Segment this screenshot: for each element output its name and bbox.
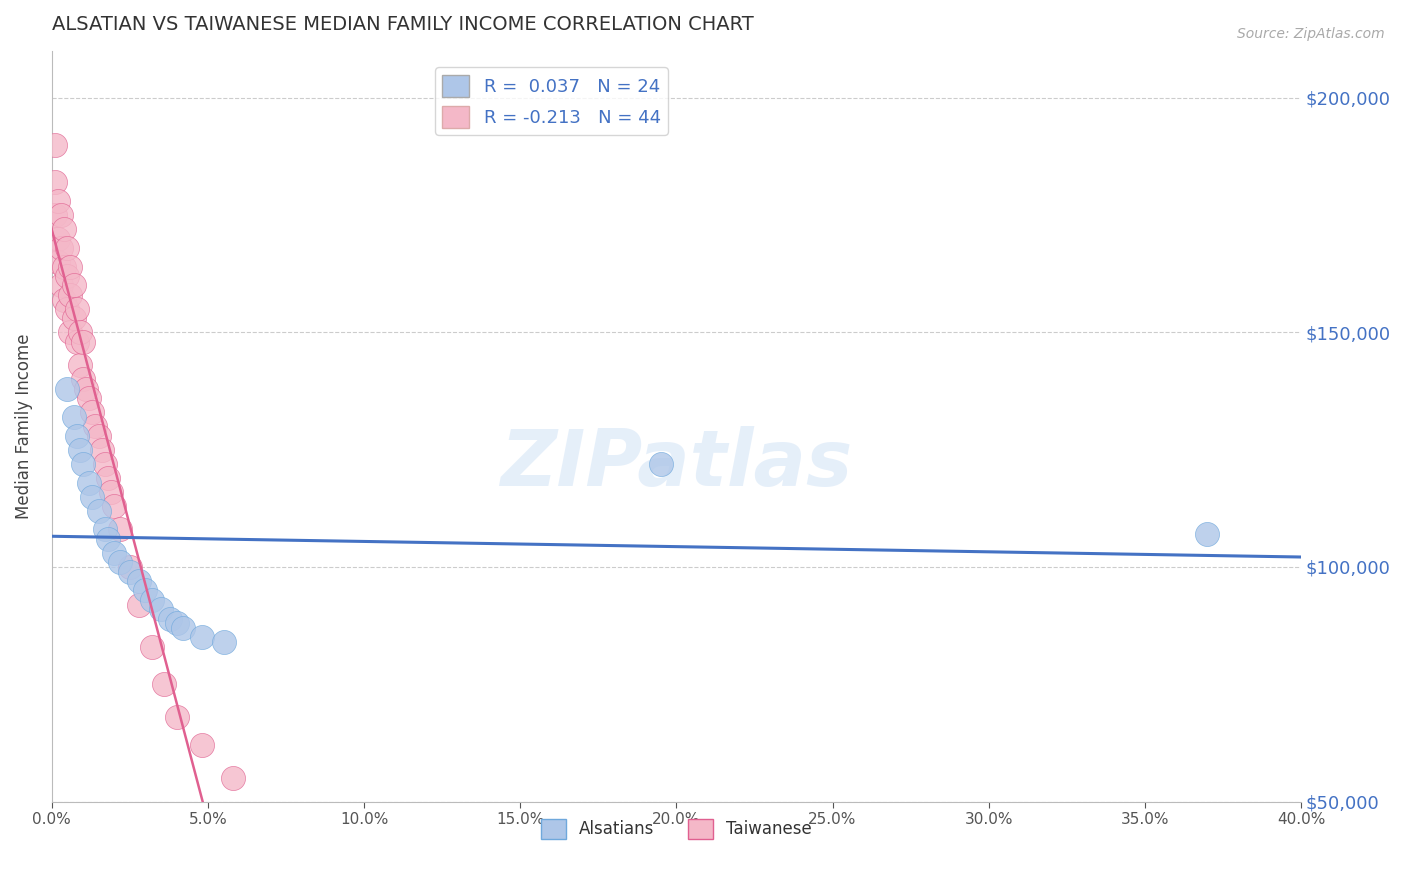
Point: [110, 555, 132, 569]
Point: [172, 621, 194, 635]
Point: [118, 565, 141, 579]
Point: [56, 382, 79, 396]
Point: [72, 334, 94, 349]
Point: [82, 490, 104, 504]
Point: [84, 419, 107, 434]
Point: [59, 260, 82, 274]
Point: [97, 532, 120, 546]
Point: [44, 137, 66, 152]
Point: [103, 499, 125, 513]
Point: [62, 311, 84, 326]
Point: [56, 241, 79, 255]
Point: [72, 372, 94, 386]
Point: [44, 175, 66, 189]
Point: [62, 409, 84, 424]
Point: [56, 268, 79, 283]
Point: [118, 560, 141, 574]
Point: [46, 231, 69, 245]
Point: [49, 278, 72, 293]
Legend: Alsatians, Taiwanese: Alsatians, Taiwanese: [534, 812, 818, 846]
Point: [128, 598, 150, 612]
Text: ALSATIAN VS TAIWANESE MEDIAN FAMILY INCOME CORRELATION CHART: ALSATIAN VS TAIWANESE MEDIAN FAMILY INCO…: [52, 15, 754, 34]
Point: [190, 739, 212, 753]
Point: [53, 293, 76, 307]
Point: [212, 635, 235, 649]
Point: [77, 391, 100, 405]
Point: [53, 222, 76, 236]
Point: [66, 428, 89, 442]
Point: [49, 241, 72, 255]
Text: Source: ZipAtlas.com: Source: ZipAtlas.com: [1237, 27, 1385, 41]
Point: [69, 326, 91, 340]
Point: [159, 611, 181, 625]
Point: [94, 457, 117, 471]
Point: [59, 326, 82, 340]
Point: [49, 208, 72, 222]
Point: [128, 574, 150, 588]
Y-axis label: Median Family Income: Median Family Income: [15, 334, 32, 519]
Point: [44, 208, 66, 222]
Point: [87, 503, 110, 517]
Point: [87, 428, 110, 442]
Point: [110, 523, 132, 537]
Point: [222, 771, 245, 785]
Point: [90, 442, 112, 457]
Point: [650, 457, 672, 471]
Point: [46, 255, 69, 269]
Point: [69, 358, 91, 372]
Point: [100, 484, 122, 499]
Point: [77, 475, 100, 490]
Point: [66, 301, 89, 316]
Point: [69, 442, 91, 457]
Point: [103, 546, 125, 560]
Point: [62, 278, 84, 293]
Point: [150, 602, 173, 616]
Point: [72, 457, 94, 471]
Point: [75, 382, 97, 396]
Point: [153, 677, 176, 691]
Point: [66, 334, 89, 349]
Point: [82, 405, 104, 419]
Point: [1197, 527, 1219, 541]
Point: [46, 194, 69, 208]
Point: [141, 640, 163, 654]
Point: [97, 471, 120, 485]
Point: [59, 288, 82, 302]
Point: [166, 710, 188, 724]
Point: [94, 523, 117, 537]
Point: [53, 260, 76, 274]
Text: ZIPatlas: ZIPatlas: [501, 425, 852, 501]
Point: [166, 616, 188, 631]
Point: [190, 631, 212, 645]
Point: [134, 583, 156, 598]
Point: [56, 301, 79, 316]
Point: [141, 592, 163, 607]
